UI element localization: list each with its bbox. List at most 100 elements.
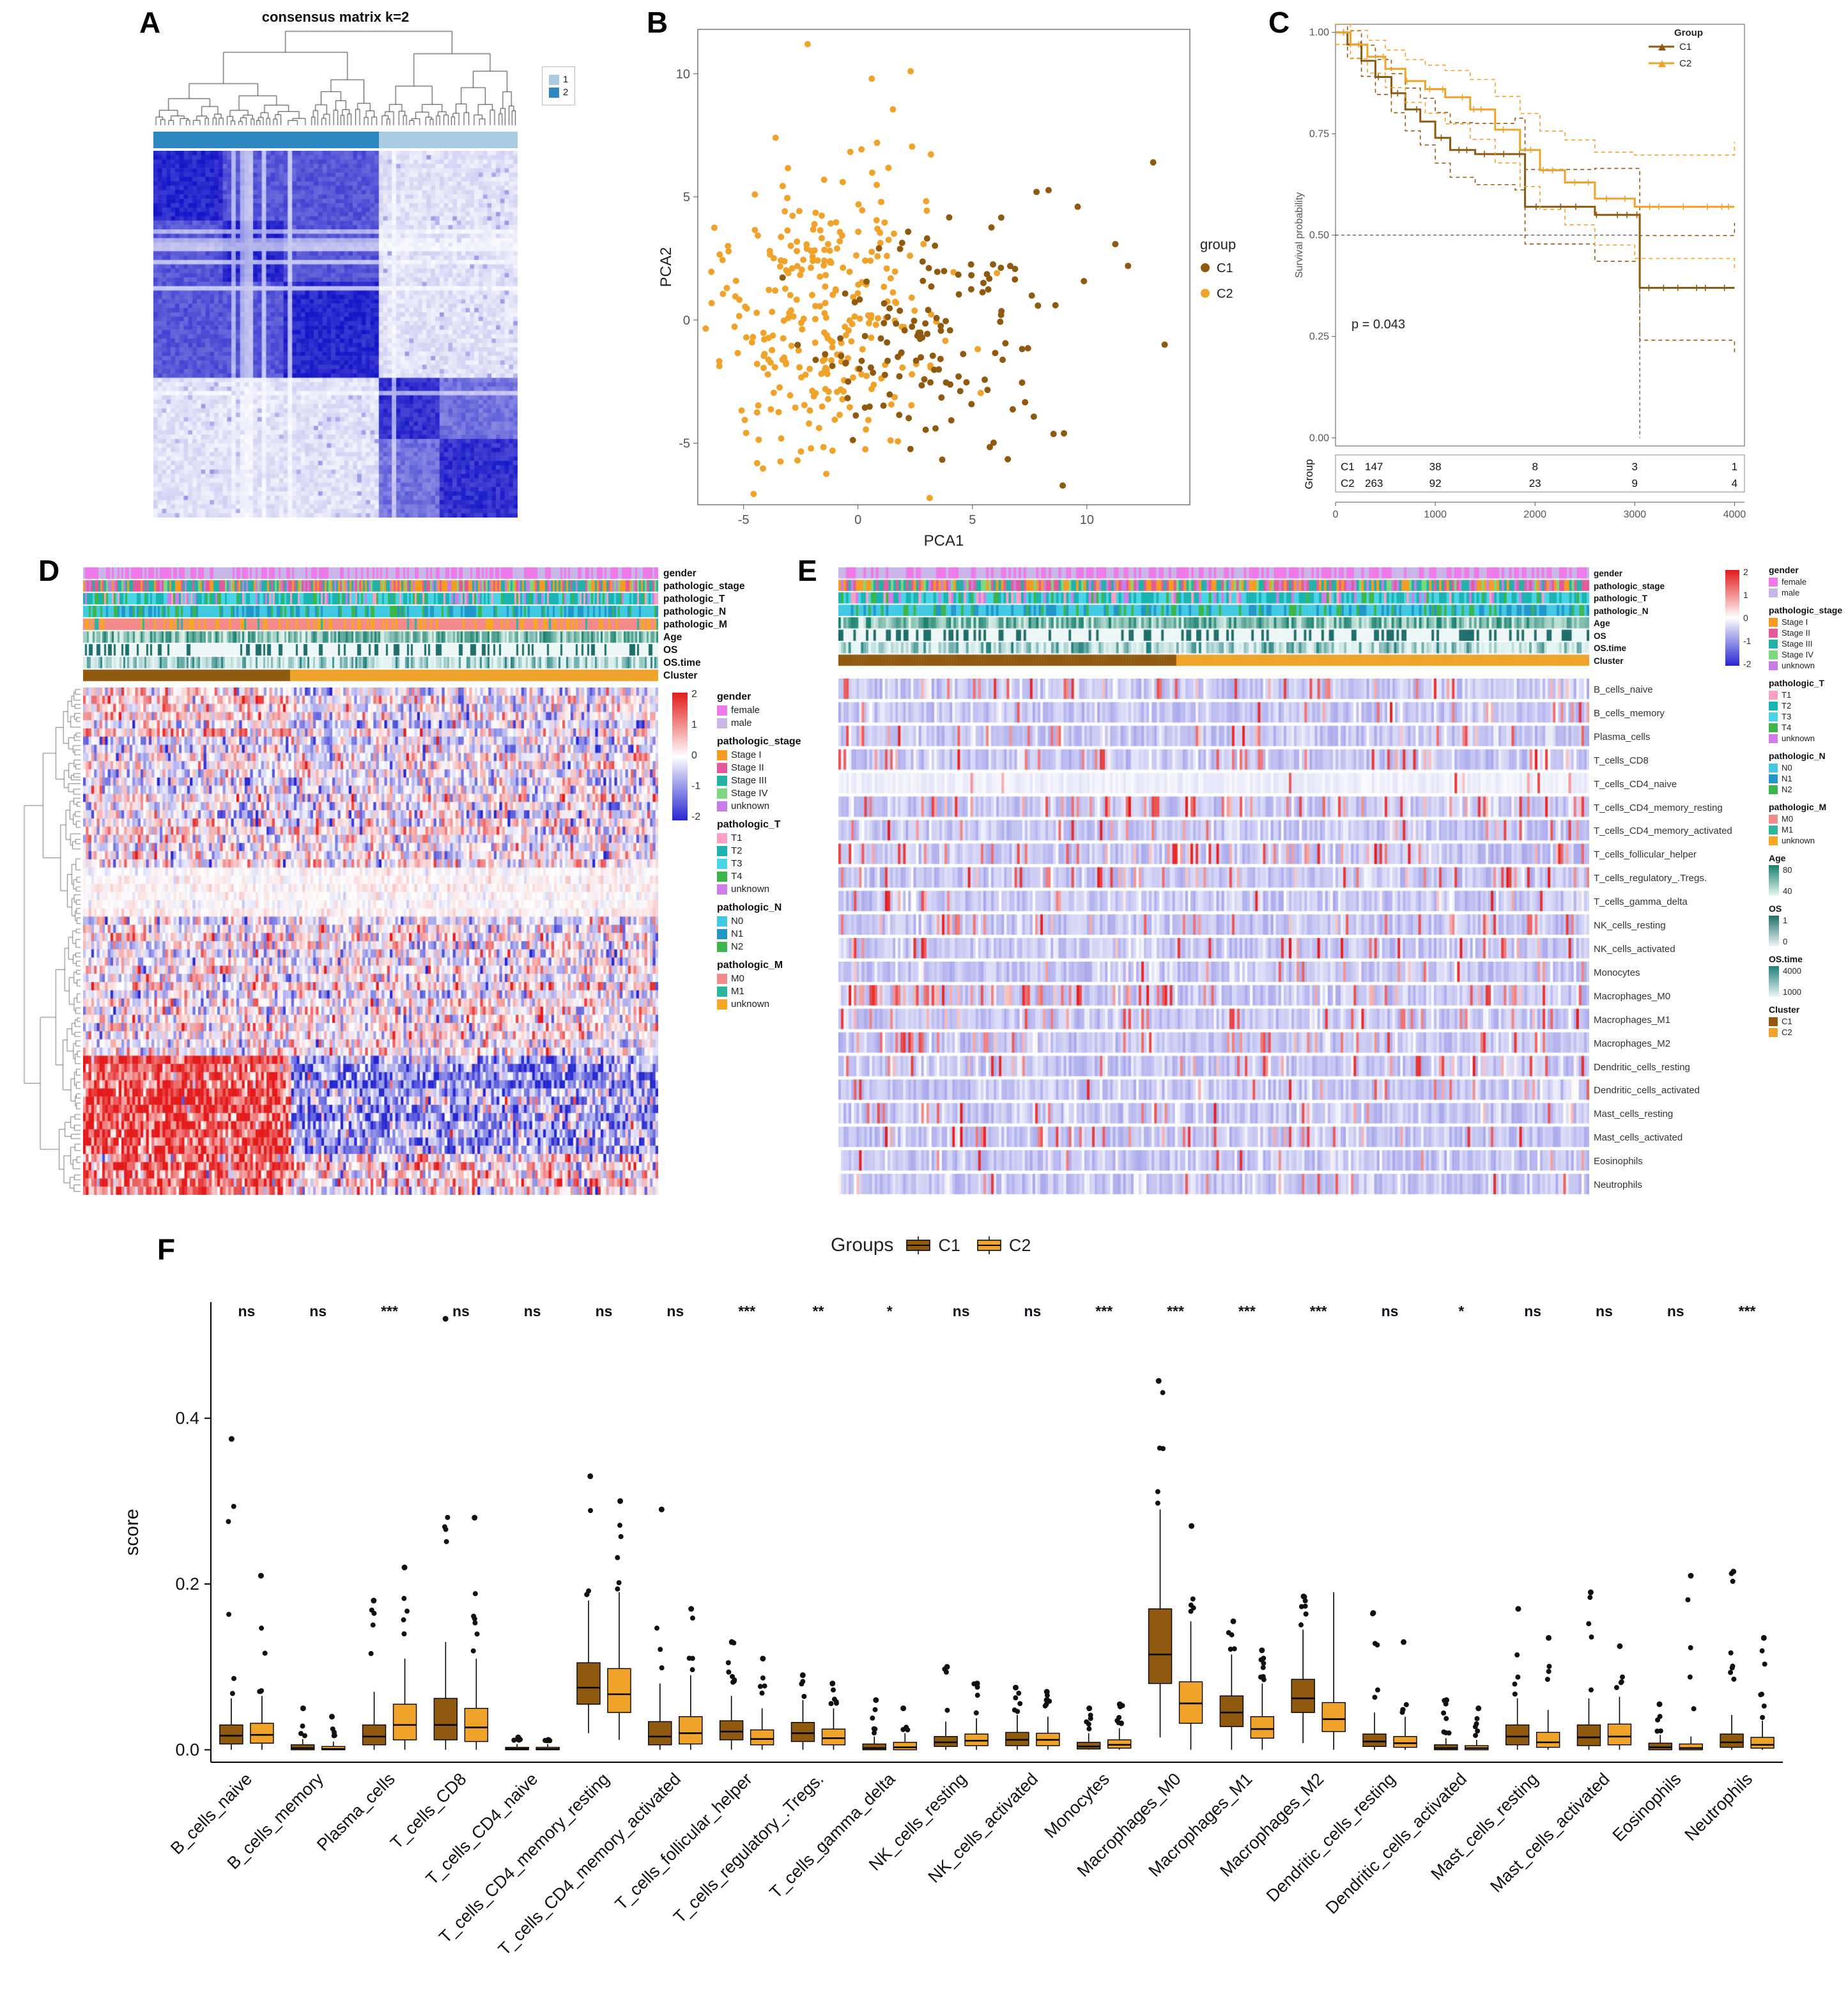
immune-score-boxplot: 0.00.20.4scorensB_cells_naivensB_cells_m… <box>121 1302 1783 1959</box>
significance-label: ns <box>309 1303 327 1319</box>
scatter-point <box>811 220 818 227</box>
legend-label: N1 <box>1782 774 1792 783</box>
outlier-dot <box>1116 1714 1122 1720</box>
x-category-label: Dendritic_cells_resting <box>1263 1769 1399 1905</box>
outlier-dot <box>974 1680 980 1687</box>
outlier-dot <box>1588 1687 1594 1693</box>
ci-lower <box>1336 43 1736 353</box>
outlier-dot <box>1474 1721 1479 1726</box>
scatter-point <box>839 396 846 403</box>
outlier-dot <box>833 1699 839 1705</box>
scatter-point <box>765 335 772 342</box>
colorbar-tick: 1 <box>691 719 697 730</box>
cell-type-label: Plasma_cells <box>1594 731 1651 742</box>
scatter-point <box>948 417 955 424</box>
x-category-label: Dendritic_cells_activated <box>1322 1769 1470 1917</box>
scatter-point <box>947 381 954 388</box>
groups-legend-item: C1 <box>904 1236 960 1256</box>
scatter-point <box>911 318 918 325</box>
scatter-point <box>942 337 949 344</box>
legend-swatch <box>1769 785 1778 794</box>
scatter-point <box>776 384 783 391</box>
legend-label: Stage IV <box>731 788 768 799</box>
legend-item: unknown <box>1769 836 1847 845</box>
scatter-point <box>804 41 811 48</box>
outlier-dot <box>545 1737 551 1743</box>
panel-label-b: B <box>647 6 668 39</box>
scatter-point <box>779 274 786 281</box>
y-tick-label: -5 <box>679 437 690 451</box>
scatter-point <box>777 257 784 264</box>
scatter-point <box>725 248 732 255</box>
cell-type-label: Macrophages_M2 <box>1594 1038 1671 1049</box>
scatter-point <box>1028 292 1035 299</box>
box <box>750 1729 774 1746</box>
annotation-row-label: Cluster <box>663 670 698 681</box>
cell-type-label: Dendritic_cells_activated <box>1594 1085 1700 1096</box>
outlier-dot <box>872 1707 878 1712</box>
legend-group: pathologic_stage Stage I Stage II Stage III… <box>717 736 835 811</box>
box <box>862 1743 886 1751</box>
box <box>1291 1679 1315 1713</box>
legend-title: pathologic_M <box>1769 802 1827 812</box>
scatter-point <box>778 233 785 240</box>
outlier-dot <box>1446 1730 1452 1736</box>
y-tick-label: 0.0 <box>175 1741 199 1760</box>
risk-count: 92 <box>1429 477 1442 489</box>
outlier-dot <box>1370 1610 1376 1616</box>
significance-label: *** <box>1739 1303 1756 1319</box>
outlier-dot <box>1658 1728 1663 1734</box>
outlier-dot <box>371 1597 377 1604</box>
scatter-point <box>997 311 1005 318</box>
outlier-dot <box>1016 1691 1022 1696</box>
scatter-point <box>881 371 888 378</box>
scatter-point <box>822 300 829 307</box>
legend-item: Stage II <box>1769 628 1847 638</box>
scatter-point <box>877 240 884 247</box>
scatter-point <box>896 411 903 419</box>
legend-label: C2 <box>1217 287 1233 301</box>
legend-swatch <box>717 775 727 786</box>
scatter-point <box>933 314 940 321</box>
outlier-dot <box>1403 1702 1409 1707</box>
outlier-dot <box>231 1675 237 1681</box>
scatter-point <box>1019 379 1026 386</box>
scatter-point <box>750 334 757 341</box>
scatter-point <box>946 214 953 221</box>
legend-label: N2 <box>731 941 744 952</box>
legend-label: T2 <box>731 845 743 856</box>
outlier-dot <box>1760 1634 1767 1641</box>
legend-label: T4 <box>1782 723 1792 732</box>
legend-swatch <box>717 788 727 799</box>
scatter-point <box>800 315 807 322</box>
risk-row-name: C2 <box>1341 477 1355 489</box>
scatter-point <box>884 357 891 364</box>
scatter-point <box>884 339 891 346</box>
scatter-point <box>803 245 810 252</box>
y-tick-label: 5 <box>683 190 690 204</box>
legend-item: female <box>1769 577 1847 587</box>
scatter-point <box>849 436 856 443</box>
outlier-dot <box>1474 1716 1480 1721</box>
outlier-dot <box>298 1731 304 1737</box>
scatter-point <box>1074 203 1081 210</box>
scatter-point <box>909 371 916 378</box>
outlier-dot <box>259 1625 265 1631</box>
scatter-point <box>760 465 767 472</box>
outlier-dot <box>615 1586 620 1592</box>
risk-table-border <box>1335 454 1745 493</box>
scatter-point <box>867 314 874 321</box>
scatter-point <box>846 268 853 275</box>
scatter-point <box>863 373 870 380</box>
scatter-point <box>923 198 930 205</box>
legend-swatch <box>1769 661 1778 670</box>
box <box>1607 1723 1632 1746</box>
box <box>1576 1724 1601 1746</box>
box <box>219 1724 243 1745</box>
legend-label: Stage I <box>731 749 762 760</box>
scatter-point <box>807 265 814 272</box>
scatter-point <box>874 139 881 146</box>
scatter-point <box>982 376 989 383</box>
legend-item: Stage IV <box>717 788 835 799</box>
outlier-dot <box>1762 1661 1767 1667</box>
